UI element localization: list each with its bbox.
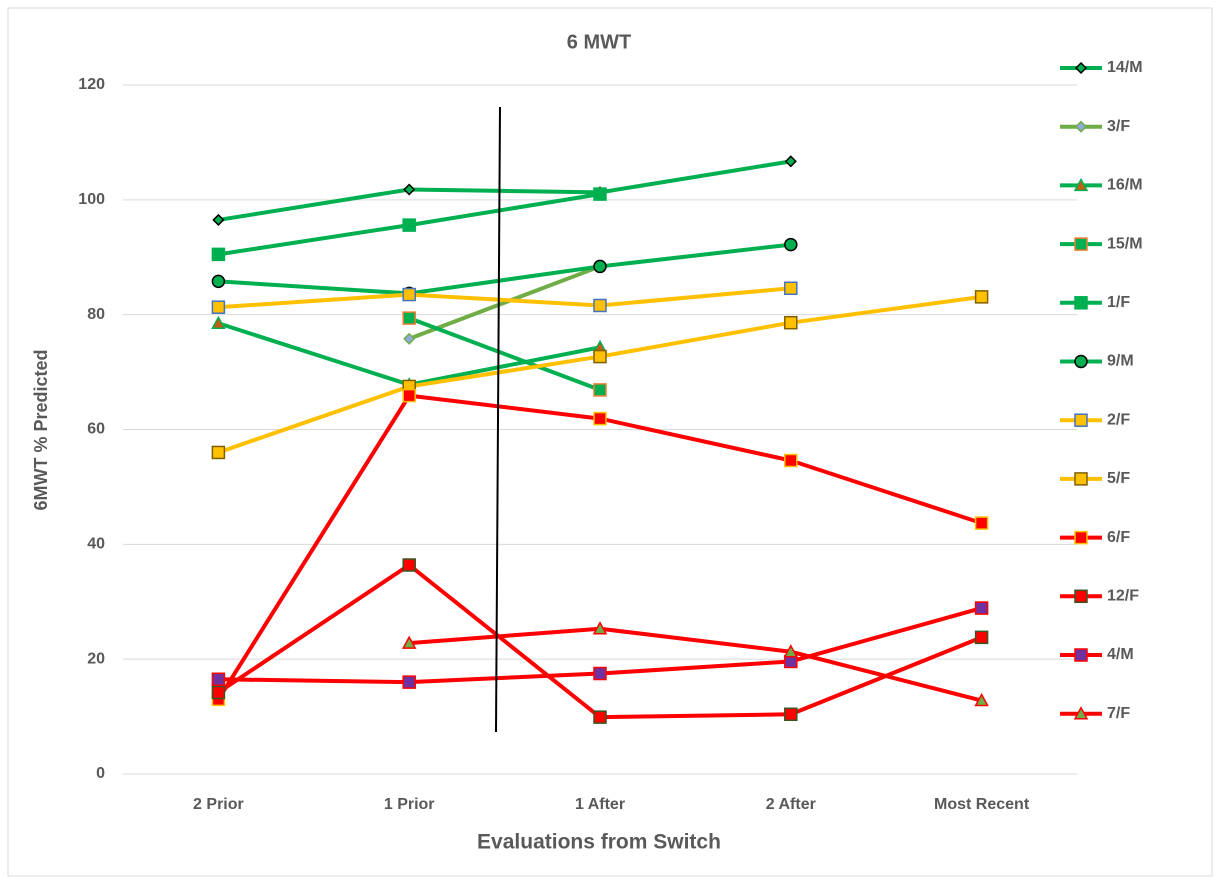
y-tick-label: 120 — [78, 76, 105, 93]
legend: 14/M 3/F 16/M 15/M 1/F 9/M 2/F 5/F 6/F 12/F 4/M 7/F — [1060, 59, 1143, 722]
marker — [593, 411, 607, 426]
series-line — [409, 626, 983, 703]
legend-label: 2/F — [1107, 411, 1130, 428]
y-tick-label: 100 — [78, 191, 105, 208]
legend-marker — [1074, 354, 1088, 369]
marker — [593, 259, 607, 274]
grid: 0 20 40 60 80 100 120 2 Prior 1 Prior 1 After 2 Af… — [78, 76, 1077, 813]
marker — [784, 453, 798, 468]
marker — [211, 300, 226, 314]
legend-label: 6/F — [1107, 529, 1130, 546]
marker — [211, 685, 226, 700]
marker — [784, 315, 798, 330]
marker — [784, 707, 798, 722]
legend-label: 15/M — [1107, 235, 1143, 252]
x-tick-label: 2 Prior — [193, 796, 244, 813]
marker — [211, 315, 226, 330]
legend-label: 4/M — [1107, 646, 1134, 663]
marker — [974, 290, 989, 304]
legend-marker — [1074, 530, 1088, 545]
legend-label: 14/M — [1107, 59, 1143, 76]
marker — [974, 516, 989, 530]
marker — [593, 298, 607, 313]
legend-label: 3/F — [1107, 118, 1130, 135]
marker — [784, 281, 798, 296]
marker — [974, 692, 989, 707]
series-line — [408, 316, 601, 392]
y-axis-label: 6MWT % Predicted — [31, 349, 51, 510]
marker — [593, 383, 607, 397]
legend-label: 5/F — [1107, 470, 1130, 487]
y-tick-label: 80 — [87, 306, 105, 323]
marker — [402, 675, 416, 689]
legend-label: 12/F — [1107, 588, 1139, 605]
marker — [402, 558, 416, 572]
legend-marker — [1073, 177, 1089, 192]
x-tick-label: 1 Prior — [384, 796, 435, 813]
legend-marker — [1074, 472, 1088, 486]
legend-label: 7/F — [1107, 705, 1130, 722]
x-axis-label: Evaluations from Switch — [477, 831, 721, 854]
marker — [402, 388, 416, 403]
switch-divider — [495, 106, 501, 733]
series-line — [218, 286, 791, 310]
marker — [593, 349, 607, 364]
legend-marker — [1074, 120, 1088, 133]
y-tick-label: 20 — [87, 650, 105, 667]
x-tick-label: 2 After — [766, 796, 816, 813]
legend-marker — [1074, 237, 1088, 251]
legend-marker — [1074, 413, 1088, 427]
marker — [211, 672, 226, 687]
marker — [593, 710, 607, 724]
series-line — [408, 264, 601, 341]
series-line — [218, 242, 792, 296]
marker — [974, 601, 989, 615]
marker — [402, 218, 416, 232]
y-tick-label: 60 — [87, 421, 105, 438]
y-tick-label: 40 — [87, 536, 105, 553]
legend-label: 16/M — [1107, 177, 1143, 194]
markers — [211, 155, 989, 724]
marker — [784, 155, 797, 168]
legend-marker — [1074, 296, 1088, 310]
marker — [593, 666, 607, 681]
x-tick-label: Most Recent — [934, 796, 1030, 813]
marker — [212, 213, 225, 226]
marker — [402, 287, 416, 302]
legend-marker — [1074, 648, 1088, 662]
marker — [784, 237, 798, 252]
marker — [211, 274, 226, 289]
marker — [592, 621, 608, 635]
marker — [211, 247, 226, 262]
marker — [403, 332, 416, 345]
marker — [401, 635, 417, 649]
marker — [403, 183, 416, 196]
marker — [974, 630, 989, 645]
marker — [783, 644, 799, 658]
marker — [402, 311, 416, 325]
legend-label: 9/M — [1107, 353, 1134, 370]
chart-border — [7, 7, 1213, 877]
y-tick-label: 0 — [96, 765, 105, 782]
legend-label: 1/F — [1107, 294, 1130, 311]
marker — [593, 187, 607, 201]
marker — [211, 445, 226, 460]
legend-marker — [1074, 61, 1088, 75]
chart-title: 6 MWT — [567, 31, 631, 53]
x-tick-label: 1 After — [575, 796, 625, 813]
legend-marker — [1074, 589, 1088, 604]
legend-marker — [1073, 706, 1089, 720]
series-line — [218, 159, 792, 222]
